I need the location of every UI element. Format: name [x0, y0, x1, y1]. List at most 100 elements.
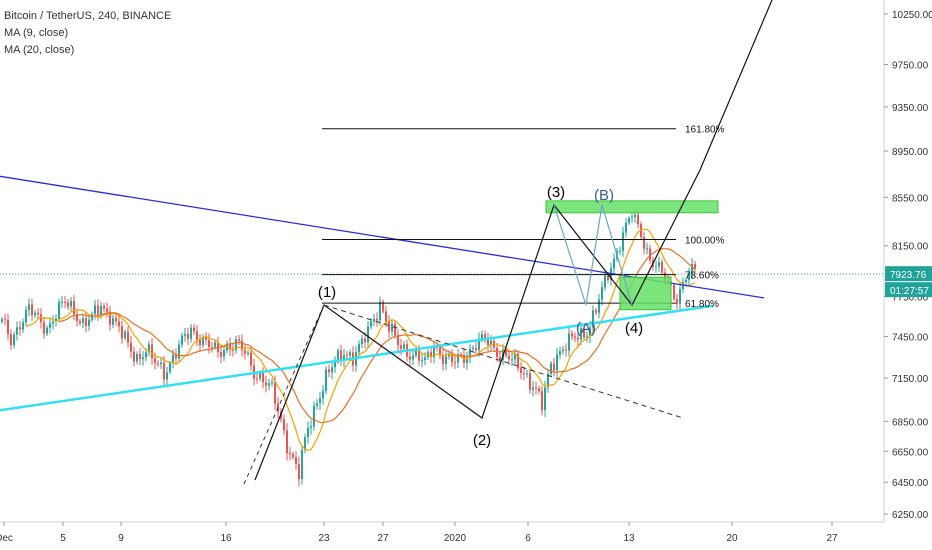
candle — [235, 335, 237, 354]
time-axis[interactable]: Dec 5 9 16 23 27 2020 6 13 20 27 — [0, 521, 884, 544]
candle — [25, 306, 27, 327]
candle-body — [340, 350, 342, 361]
candle-body — [22, 322, 24, 330]
candle-body — [397, 335, 399, 346]
candle — [28, 298, 30, 317]
candle — [175, 348, 177, 366]
candle-body — [619, 250, 621, 252]
fib-label: 61.80% — [685, 299, 719, 310]
candle — [166, 366, 168, 385]
candle — [640, 221, 642, 240]
candle — [73, 294, 75, 321]
candle-body — [583, 328, 585, 338]
candle — [211, 341, 213, 353]
candle-body — [292, 454, 294, 458]
candle — [496, 343, 498, 362]
candle-body — [88, 319, 90, 326]
candle-body — [511, 359, 513, 361]
candle-body — [250, 352, 252, 366]
candle-body — [28, 304, 30, 310]
candle — [628, 216, 630, 225]
candle — [37, 308, 39, 320]
candle-body — [589, 327, 591, 337]
candle-body — [160, 362, 162, 365]
candle-body — [313, 405, 315, 427]
time-tick-label: 2020 — [444, 533, 467, 544]
candle-body — [124, 331, 126, 339]
candle — [454, 355, 456, 370]
candle-body — [55, 318, 57, 322]
candle-body — [373, 318, 375, 322]
candle — [190, 323, 192, 343]
candle — [409, 350, 411, 367]
candle-body — [301, 450, 303, 479]
candle — [556, 348, 558, 378]
candle — [133, 346, 135, 367]
candle-body — [646, 248, 648, 250]
target-zone — [545, 200, 719, 214]
candle-body — [244, 350, 246, 354]
plot-area[interactable] — [0, 208, 884, 487]
candle — [241, 334, 243, 357]
candle — [244, 344, 246, 360]
candle — [151, 338, 153, 365]
candle-body — [136, 354, 138, 362]
support-trendline — [0, 304, 714, 412]
candle — [31, 298, 33, 321]
drawings-layer[interactable]: 161.80% 100.00% 78.60% 61.80% (1) (2) (3) (A) (B… — [0, 0, 773, 485]
candle-body — [151, 344, 153, 359]
candle-body — [223, 350, 225, 357]
candle-body — [604, 275, 606, 288]
candle-body — [106, 308, 108, 312]
candle — [367, 320, 369, 349]
candle-body — [535, 387, 537, 389]
last-price-badge — [885, 266, 932, 282]
candle-body — [418, 350, 420, 361]
candle — [232, 343, 234, 357]
fib-label: 161.80% — [685, 125, 725, 136]
candle — [445, 350, 447, 371]
candle-body — [367, 326, 369, 343]
candle-body — [61, 301, 63, 303]
candle-body — [334, 361, 336, 368]
candle-body — [550, 363, 552, 374]
candle — [412, 349, 414, 366]
candle — [181, 332, 183, 348]
candle-body — [382, 301, 384, 312]
candle — [310, 419, 312, 435]
candle — [382, 299, 384, 314]
candle-body — [121, 326, 123, 339]
candle — [586, 331, 588, 343]
candle — [1, 317, 3, 324]
candle — [673, 282, 675, 302]
candle — [199, 334, 201, 352]
price-axis[interactable]: 10250.00 9750.00 9350.00 8950.00 8550.00 8150… — [883, 0, 932, 522]
candle — [157, 360, 159, 368]
candle — [289, 447, 291, 461]
candle-body — [376, 318, 378, 321]
candle — [193, 323, 195, 336]
candle-body — [229, 343, 231, 350]
candle — [112, 315, 114, 329]
candle-body — [586, 336, 588, 338]
candle — [466, 351, 468, 370]
candle-body — [142, 357, 144, 360]
candle — [475, 341, 477, 357]
candle — [565, 343, 567, 357]
candle — [49, 317, 51, 334]
candle-body — [598, 299, 600, 313]
wave-label: (A) — [576, 320, 596, 337]
candle-body — [40, 314, 42, 323]
candle — [307, 421, 309, 444]
candle — [376, 312, 378, 327]
candle-body — [67, 302, 69, 307]
candle-body — [403, 344, 405, 349]
candle — [106, 302, 108, 318]
candle-body — [541, 391, 543, 411]
candle-body — [283, 419, 285, 431]
candle-body — [4, 319, 6, 321]
candle — [103, 302, 105, 313]
candle — [661, 259, 663, 276]
countdown-value: 01:27:57 — [890, 286, 929, 297]
